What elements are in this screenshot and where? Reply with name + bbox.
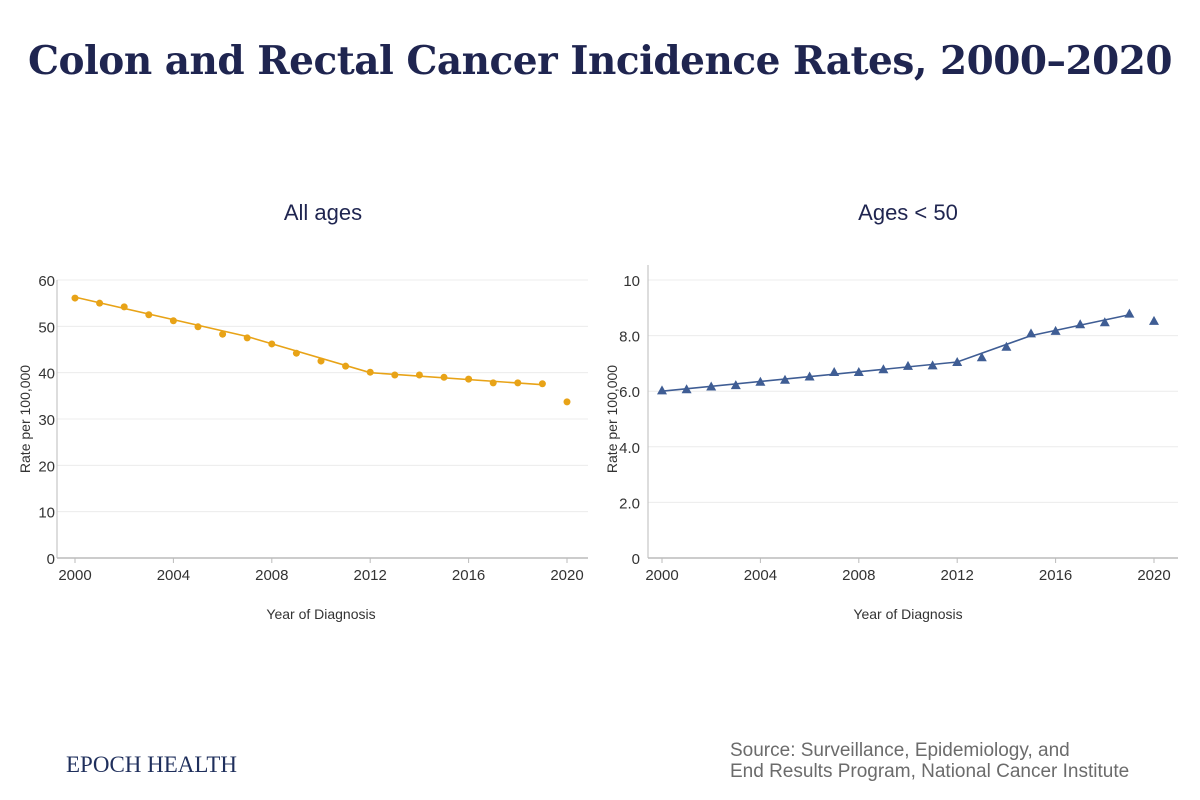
data-point-2017 bbox=[1075, 319, 1086, 329]
data-point-2013 bbox=[391, 371, 399, 379]
data-point-2000 bbox=[71, 294, 79, 302]
y-tick-label: 20 bbox=[38, 458, 55, 475]
x-tick-label: 2000 bbox=[645, 567, 678, 584]
x-tick-label: 2008 bbox=[255, 567, 288, 584]
y-tick-label: 6.0 bbox=[619, 384, 640, 401]
y-tick-label: 60 bbox=[38, 273, 55, 290]
source-line-2: End Results Program, National Cancer Ins… bbox=[730, 761, 1130, 782]
data-point-2003 bbox=[145, 311, 153, 319]
left-chart-subtitle: All ages bbox=[283, 200, 363, 225]
data-point-2018 bbox=[1099, 317, 1110, 327]
data-point-2002 bbox=[120, 303, 128, 311]
data-point-2012 bbox=[366, 368, 374, 376]
data-point-2020 bbox=[563, 398, 571, 406]
y-tick-label: 2.0 bbox=[619, 495, 640, 512]
data-point-2004 bbox=[755, 376, 766, 386]
trend-line bbox=[74, 296, 543, 386]
chart-0: 0 10 20 30 40 50 60 2000 2004 2008 2012 2016 2020 Yea… bbox=[17, 273, 588, 622]
y-tick-label: 50 bbox=[38, 319, 55, 336]
chart-title: Colon and Rectal Cancer Incidence Rates,… bbox=[27, 38, 1173, 84]
y-axis-label: Rate per 100,000 bbox=[604, 365, 620, 473]
data-point-2014 bbox=[1001, 341, 1012, 351]
data-point-2005 bbox=[194, 323, 202, 331]
x-tick-label: 2004 bbox=[744, 567, 777, 584]
data-point-2003 bbox=[730, 380, 741, 390]
data-point-2008 bbox=[853, 367, 864, 377]
y-tick-label: 40 bbox=[38, 366, 55, 383]
x-axis-label: Year of Diagnosis bbox=[853, 606, 962, 622]
data-point-2016 bbox=[1050, 325, 1061, 335]
data-point-2016 bbox=[465, 375, 473, 383]
x-tick-label: 2020 bbox=[550, 567, 583, 584]
data-point-2006 bbox=[219, 330, 227, 338]
y-tick-label: 0 bbox=[47, 551, 55, 568]
y-tick-label: 10 bbox=[38, 505, 55, 522]
data-point-2002 bbox=[706, 381, 717, 391]
data-point-2015 bbox=[1026, 328, 1036, 338]
right-chart-subtitle: Ages < 50 bbox=[858, 200, 958, 225]
data-point-2001 bbox=[681, 384, 692, 394]
data-point-2009 bbox=[878, 364, 889, 374]
data-point-2010 bbox=[903, 360, 913, 370]
data-point-2019 bbox=[538, 380, 546, 388]
data-point-2019 bbox=[1124, 308, 1135, 318]
epoch-health-logo: EPOCH HEALTH bbox=[66, 752, 238, 777]
data-point-2011 bbox=[342, 362, 350, 370]
data-point-2017 bbox=[489, 379, 497, 387]
data-point-2005 bbox=[780, 374, 790, 384]
source-note: Source: Surveillance, Epidemiology, and … bbox=[730, 740, 1129, 782]
y-tick-label: 10 bbox=[623, 273, 640, 290]
x-tick-label: 2012 bbox=[354, 567, 387, 584]
chart-1: 0 2.0 4.0 6.0 8.0 10 2000 2004 2008 2012 2016 2020 Y… bbox=[604, 265, 1178, 622]
data-point-2012 bbox=[952, 357, 963, 367]
y-tick-label: 4.0 bbox=[619, 440, 640, 457]
y-tick-label: 30 bbox=[38, 412, 55, 429]
data-point-2014 bbox=[415, 371, 423, 379]
data-point-2007 bbox=[829, 367, 840, 377]
data-point-2010 bbox=[317, 357, 325, 365]
x-tick-label: 2016 bbox=[452, 567, 485, 584]
data-point-2013 bbox=[976, 352, 987, 362]
data-point-2018 bbox=[514, 379, 522, 387]
source-line-1: Source: Surveillance, Epidemiology, and bbox=[730, 740, 1070, 761]
x-tick-label: 2004 bbox=[157, 567, 190, 584]
data-point-2001 bbox=[96, 299, 104, 307]
y-tick-label: 0 bbox=[632, 551, 640, 568]
y-tick-label: 8.0 bbox=[619, 329, 640, 346]
x-tick-label: 2008 bbox=[842, 567, 875, 584]
data-point-2006 bbox=[804, 371, 815, 381]
data-point-2000 bbox=[657, 385, 667, 395]
x-axis-label: Year of Diagnosis bbox=[266, 606, 375, 622]
data-point-2009 bbox=[292, 349, 300, 357]
x-tick-label: 2020 bbox=[1137, 567, 1170, 584]
data-point-2007 bbox=[243, 334, 251, 342]
x-tick-label: 2012 bbox=[941, 567, 974, 584]
data-point-2020 bbox=[1149, 315, 1159, 325]
y-axis-label: Rate per 100,000 bbox=[17, 365, 33, 473]
data-point-2015 bbox=[440, 373, 448, 381]
data-point-2008 bbox=[268, 340, 276, 348]
data-point-2011 bbox=[927, 360, 938, 370]
x-tick-label: 2000 bbox=[58, 567, 91, 584]
trend-line bbox=[661, 313, 1130, 392]
data-point-2004 bbox=[169, 317, 177, 325]
x-tick-label: 2016 bbox=[1039, 567, 1072, 584]
